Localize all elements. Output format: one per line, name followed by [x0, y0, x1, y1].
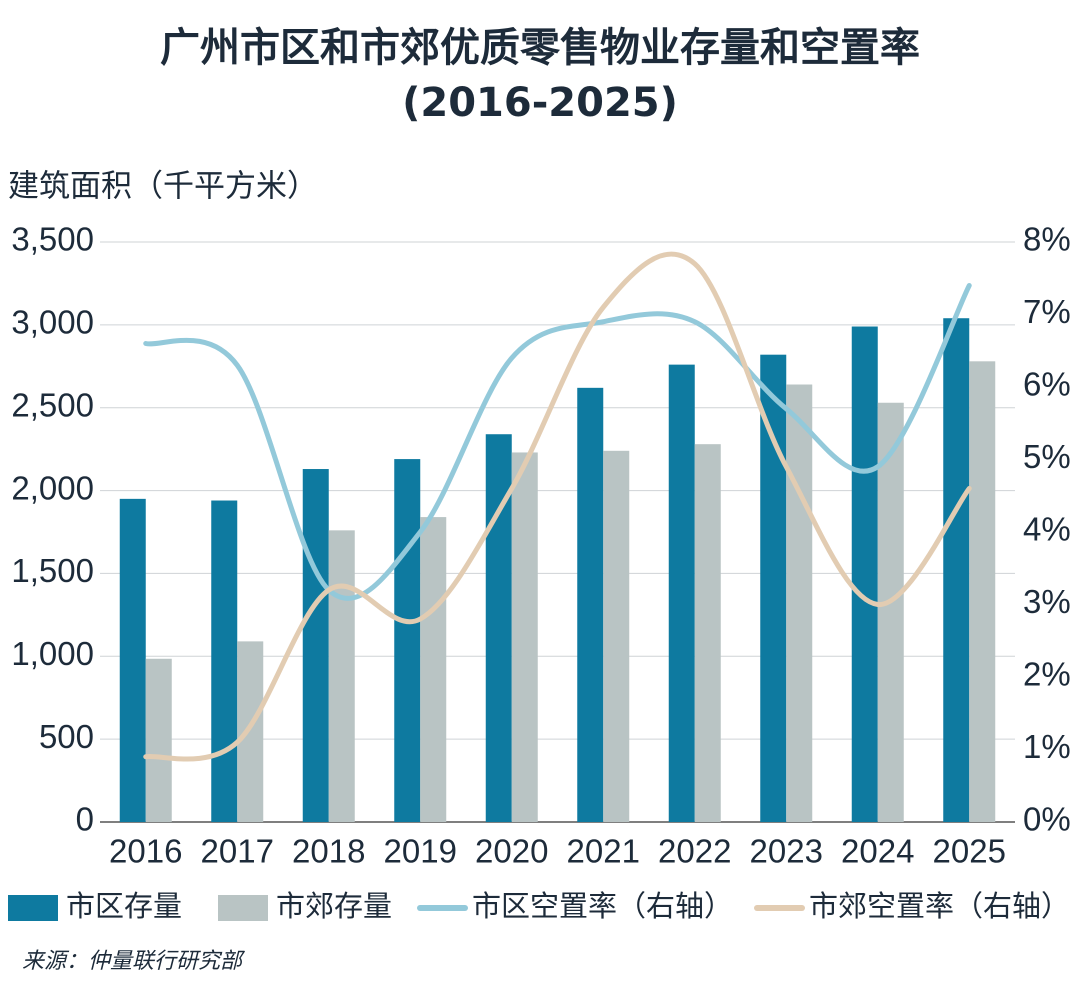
x-tick-label: 2020 — [475, 833, 548, 870]
x-tick-label: 2018 — [292, 833, 365, 870]
y2-tick-label: 4% — [1023, 511, 1071, 548]
bar — [668, 364, 695, 822]
y2-tick-label: 5% — [1023, 438, 1071, 475]
x-tick-label: 2023 — [750, 833, 823, 870]
y2-tick-label: 2% — [1023, 656, 1071, 693]
y2-tick-label: 3% — [1023, 583, 1071, 620]
bar — [943, 318, 970, 822]
y-tick-label: 3,000 — [11, 304, 94, 341]
y-tick-label: 3,500 — [11, 221, 94, 258]
x-tick-label: 2021 — [567, 833, 640, 870]
bar — [420, 517, 447, 822]
y2-tick-label: 1% — [1023, 728, 1071, 765]
line — [143, 251, 972, 762]
y-tick-label: 1,000 — [11, 635, 94, 672]
bar — [603, 450, 630, 822]
y-tick-label: 2,000 — [11, 469, 94, 506]
bar — [328, 530, 355, 822]
source-note: 来源：仲量联行研究部 — [22, 949, 246, 974]
line — [143, 283, 972, 601]
bar — [877, 402, 904, 822]
bar — [851, 326, 878, 822]
y-tick-label: 0 — [76, 801, 94, 838]
x-tick-label: 2025 — [933, 833, 1006, 870]
legend-label: 市区存量 — [66, 889, 182, 923]
bar — [694, 444, 721, 822]
legend-label: 市郊存量 — [276, 889, 392, 923]
y-tick-label: 500 — [39, 718, 94, 755]
legend-label: 市郊空置率（右轴） — [809, 889, 1070, 923]
bar — [786, 384, 813, 822]
y2-tick-label: 8% — [1023, 221, 1071, 258]
y-axis-label: 建筑面积（千平方米） — [8, 169, 318, 205]
x-tick-label: 2022 — [658, 833, 731, 870]
x-tick-label: 2017 — [201, 833, 274, 870]
x-tick-label: 2019 — [384, 833, 457, 870]
bar — [511, 452, 538, 822]
y-tick-label: 2,500 — [11, 386, 94, 423]
bar — [211, 500, 238, 822]
legend-swatch — [218, 895, 268, 921]
bar — [302, 469, 329, 822]
chart-title: (2016-2025) — [402, 80, 678, 126]
bar — [145, 658, 172, 822]
y2-tick-label: 7% — [1023, 293, 1071, 330]
y-tick-label: 1,500 — [11, 552, 94, 589]
x-tick-label: 2024 — [841, 833, 914, 870]
y2-tick-label: 6% — [1023, 366, 1071, 403]
bar — [577, 387, 604, 822]
chart-title: 广州市区和市郊优质零售物业存量和空置率 — [160, 25, 920, 71]
bar — [237, 641, 264, 822]
y2-tick-label: 0% — [1023, 801, 1071, 838]
bar — [760, 354, 787, 822]
legend-label: 市区空置率（右轴） — [472, 889, 733, 923]
bar — [969, 361, 996, 822]
bar — [119, 498, 146, 822]
x-tick-label: 2016 — [109, 833, 182, 870]
legend-swatch — [8, 895, 58, 921]
bar — [394, 459, 421, 822]
